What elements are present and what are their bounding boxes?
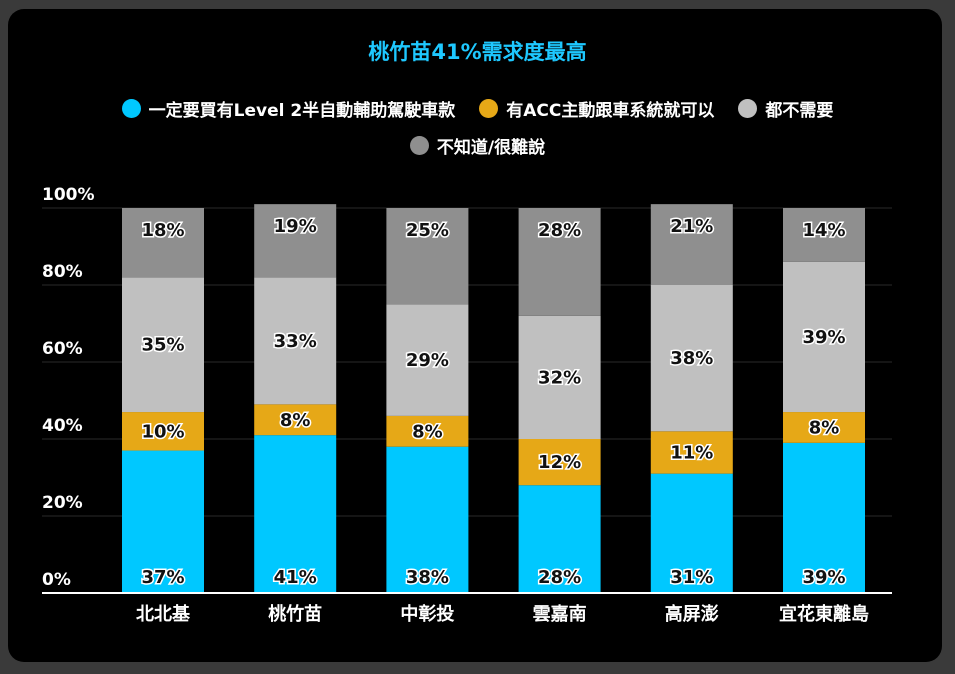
y-tick-label: 60% bbox=[42, 339, 83, 359]
data-label: 35% bbox=[141, 335, 184, 356]
data-label: 8% bbox=[280, 410, 311, 431]
legend-label: 一定要買有Level 2半自動輔助駕駛車款 bbox=[148, 101, 456, 121]
x-tick-label: 高屏澎 bbox=[665, 603, 719, 625]
y-tick-label: 80% bbox=[42, 262, 83, 282]
data-label: 10% bbox=[141, 421, 184, 442]
legend-item-acc: 有ACC主動跟車系統就可以 bbox=[479, 96, 714, 121]
bar-segment bbox=[386, 415, 469, 447]
bar-segment bbox=[254, 277, 337, 405]
data-label: 33% bbox=[274, 331, 317, 352]
y-tick-label: 0% bbox=[42, 570, 71, 590]
bar-segment bbox=[254, 435, 337, 593]
data-label: 25% bbox=[406, 220, 449, 241]
data-label: 28% bbox=[538, 220, 581, 241]
data-label: 32% bbox=[538, 367, 581, 388]
x-tick-label: 北北基 bbox=[136, 603, 191, 625]
data-label: 14% bbox=[802, 220, 845, 241]
legend-item-level2: 一定要買有Level 2半自動輔助駕駛車款 bbox=[121, 96, 456, 121]
data-label: 8% bbox=[412, 421, 443, 442]
bar-segment bbox=[783, 261, 865, 413]
y-tick-label: 100% bbox=[42, 185, 95, 205]
bar-segment bbox=[254, 204, 337, 278]
legend-row-1: 一定要買有Level 2半自動輔助駕駛車款 有ACC主動跟車系統就可以 都不需要 bbox=[0, 96, 955, 121]
y-tick-label: 40% bbox=[42, 416, 83, 436]
legend-row-2: 不知道/很難說 bbox=[0, 133, 955, 158]
data-label: 18% bbox=[141, 220, 184, 241]
legend-swatch bbox=[409, 136, 429, 155]
data-label: 38% bbox=[670, 348, 713, 369]
data-label: 41% bbox=[274, 567, 317, 588]
x-tick-label: 桃竹苗 bbox=[268, 603, 322, 625]
bar-segment bbox=[650, 285, 733, 432]
data-label: 19% bbox=[274, 216, 317, 237]
data-label: 38% bbox=[406, 567, 449, 588]
bar-segment bbox=[254, 404, 337, 436]
x-tick-label: 雲嘉南 bbox=[533, 603, 587, 625]
legend-swatch bbox=[121, 99, 141, 118]
legend-label: 都不需要 bbox=[765, 101, 834, 121]
x-tick-label: 宜花東離島 bbox=[779, 603, 869, 625]
legend-label: 不知道/很難說 bbox=[436, 138, 546, 158]
bar-segment bbox=[518, 208, 601, 316]
bar-segment bbox=[518, 485, 601, 593]
data-label: 12% bbox=[538, 452, 581, 473]
bar-segment bbox=[783, 208, 865, 262]
data-label: 21% bbox=[670, 216, 713, 237]
data-label: 11% bbox=[670, 442, 713, 463]
legend-item-unsure: 不知道/很難說 bbox=[409, 133, 546, 158]
data-label: 39% bbox=[802, 327, 845, 348]
bar-segment bbox=[386, 208, 469, 305]
data-label: 29% bbox=[406, 350, 449, 371]
data-label: 39% bbox=[802, 567, 845, 588]
data-label: 31% bbox=[670, 567, 713, 588]
data-label: 28% bbox=[538, 567, 581, 588]
bar-segment bbox=[122, 208, 204, 278]
bar-segment bbox=[650, 473, 733, 593]
bar-segment bbox=[518, 439, 601, 486]
data-label: 37% bbox=[141, 567, 184, 588]
bar-segment bbox=[122, 412, 204, 451]
x-tick-label: 中彰投 bbox=[400, 603, 454, 625]
bar-segment bbox=[650, 204, 733, 285]
legend-item-none: 都不需要 bbox=[738, 96, 833, 121]
data-label: 8% bbox=[809, 417, 840, 438]
bar-segment bbox=[518, 315, 601, 439]
y-tick-label: 20% bbox=[42, 493, 83, 513]
bar-segment bbox=[122, 450, 204, 593]
bar-segment bbox=[783, 412, 865, 443]
legend-label: 有ACC主動跟車系統就可以 bbox=[506, 101, 715, 121]
legend-swatch bbox=[738, 99, 758, 118]
chart-title: 桃竹苗41%需求度最高 bbox=[368, 40, 587, 64]
legend-swatch bbox=[479, 99, 499, 118]
bar-segment bbox=[122, 277, 204, 413]
bar-segment bbox=[386, 446, 469, 593]
bar-segment bbox=[650, 431, 733, 474]
bar-segment bbox=[386, 304, 469, 416]
bar-segment bbox=[783, 442, 865, 593]
